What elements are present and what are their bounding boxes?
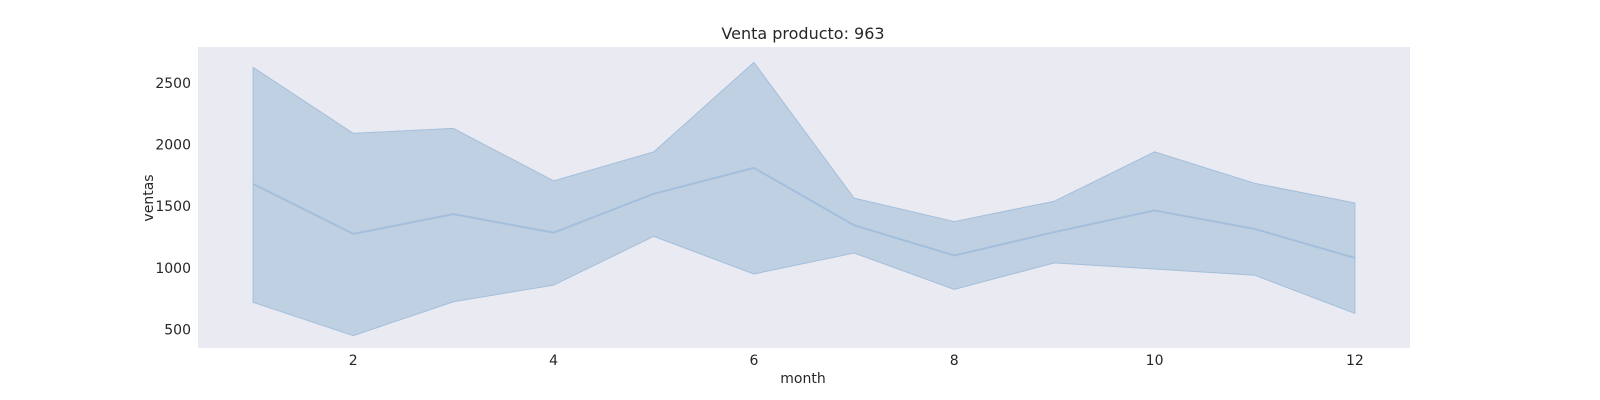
y-axis-label: ventas	[141, 174, 157, 221]
x-tick-label: 10	[1146, 353, 1164, 369]
x-tick-labels: 2 4 6 8 10 12	[349, 353, 1364, 369]
y-tick-labels: 500 1000 1500 2000 2500	[155, 76, 191, 339]
x-tick-label: 12	[1346, 353, 1364, 369]
series-line	[252, 166, 1356, 259]
x-tick-label: 8	[950, 353, 959, 369]
y-tick-label: 1500	[155, 199, 191, 215]
chart-title: Venta producto: 963	[721, 24, 884, 43]
x-tick-label: 4	[549, 353, 558, 369]
x-tick-label: 6	[749, 353, 758, 369]
confidence-band-layer	[252, 61, 1356, 337]
y-tick-label: 500	[164, 322, 191, 338]
y-tick-label: 1000	[155, 261, 191, 277]
confidence-band	[252, 61, 1356, 337]
x-axis-label: month	[780, 371, 825, 387]
x-tick-label: 2	[349, 353, 358, 369]
y-tick-label: 2500	[155, 76, 191, 92]
y-tick-label: 2000	[155, 137, 191, 153]
series-line-layer	[252, 166, 1356, 259]
